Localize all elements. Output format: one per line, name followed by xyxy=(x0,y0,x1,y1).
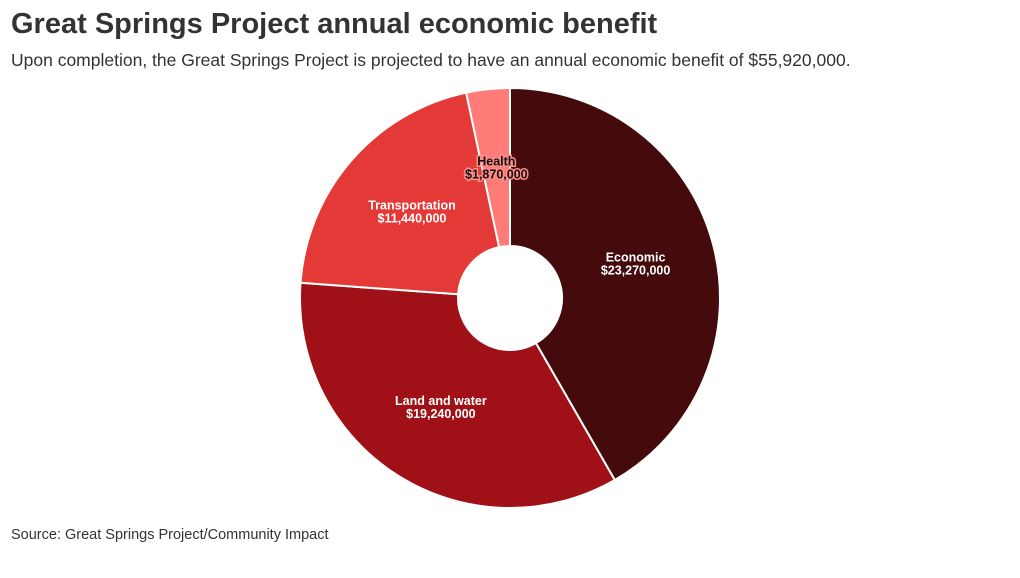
slice-label-value-land-and-water: $19,240,000 xyxy=(406,407,476,421)
chart-title: Great Springs Project annual economic be… xyxy=(11,8,658,40)
chart-source: Source: Great Springs Project/Community … xyxy=(11,527,329,543)
slice-label-value-economic: $23,270,000 xyxy=(601,263,671,277)
slice-label-name-economic: Economic xyxy=(606,250,666,264)
donut-labels: Economic$23,270,000 Land and water$19,240… xyxy=(368,153,671,421)
slice-label-value-health: $1,870,000 xyxy=(465,168,528,182)
chart-subtitle: Upon completion, the Great Springs Proje… xyxy=(11,50,851,70)
slice-health xyxy=(465,87,511,249)
slice-label-name-health: Health xyxy=(477,155,515,169)
slice-economic xyxy=(509,87,721,482)
donut-slices xyxy=(299,87,721,509)
slice-label-value-transportation: $11,440,000 xyxy=(378,212,447,226)
slice-land-and-water xyxy=(299,281,616,509)
slice-label-name-land-and-water: Land and water xyxy=(395,394,487,408)
slice-transportation xyxy=(299,91,501,296)
slice-label-name-transportation: Transportation xyxy=(368,199,456,213)
